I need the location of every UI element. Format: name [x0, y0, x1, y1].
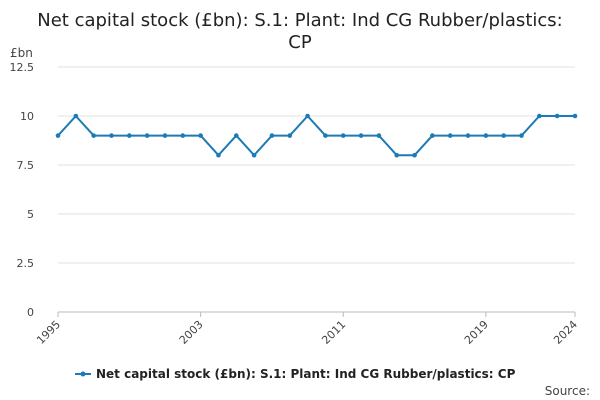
data-point [287, 133, 293, 138]
data-point [144, 133, 150, 138]
data-point [216, 152, 221, 158]
data-point [447, 133, 453, 138]
series-line [57, 115, 575, 157]
data-point [430, 133, 435, 138]
x-tick-label: 2019 [462, 318, 491, 347]
x-tick-label: 2011 [319, 318, 348, 347]
legend: Net capital stock (£bn): S.1: Plant: Ind… [75, 367, 516, 381]
chart-title-line-1: Net capital stock (£bn): S.1: Plant: Ind… [37, 10, 562, 31]
data-point [465, 133, 471, 138]
chart-title-line-2: CP [288, 32, 312, 53]
data-point [572, 113, 578, 119]
data-point [519, 133, 524, 138]
y-tick-label: 2.5 [17, 257, 35, 270]
data-point [233, 133, 239, 138]
data-point [73, 113, 79, 119]
data-point [537, 113, 542, 119]
data-point [180, 133, 186, 138]
data-point [412, 152, 417, 158]
source-label: Source: [545, 384, 590, 398]
y-axis-unit: £bn [10, 46, 33, 60]
y-tick-label: 5 [27, 208, 34, 221]
data-point [483, 133, 489, 138]
data-point [305, 113, 310, 119]
data-point [251, 152, 257, 158]
data-point [269, 133, 275, 138]
data-point [554, 113, 560, 119]
data-point [162, 133, 168, 138]
y-axis-ticks: 0 2.5 5 7.5 10 12.5 [10, 61, 35, 319]
y-tick-label: 0 [27, 306, 34, 319]
legend-label: Net capital stock (£bn): S.1: Plant: Ind… [96, 367, 516, 381]
data-series [55, 113, 578, 158]
x-tick-label: 2024 [551, 318, 580, 347]
data-point [91, 133, 96, 138]
data-point [376, 133, 382, 138]
data-point [127, 133, 132, 138]
y-tick-label: 10 [20, 110, 34, 123]
y-tick-label: 12.5 [10, 61, 35, 74]
data-point [358, 133, 364, 138]
x-axis-ticks: 1995 2003 2011 2019 2024 [34, 312, 580, 347]
gridlines [58, 66, 575, 264]
data-point [55, 133, 61, 138]
data-point [501, 133, 506, 138]
y-tick-label: 7.5 [17, 159, 35, 172]
data-point [323, 133, 328, 138]
legend-swatch-dot [80, 371, 86, 377]
data-point [198, 133, 203, 138]
data-point [394, 152, 400, 158]
x-tick-label: 1995 [34, 318, 63, 347]
x-tick-label: 2003 [177, 318, 206, 347]
data-point [109, 133, 114, 138]
data-point [340, 133, 346, 138]
